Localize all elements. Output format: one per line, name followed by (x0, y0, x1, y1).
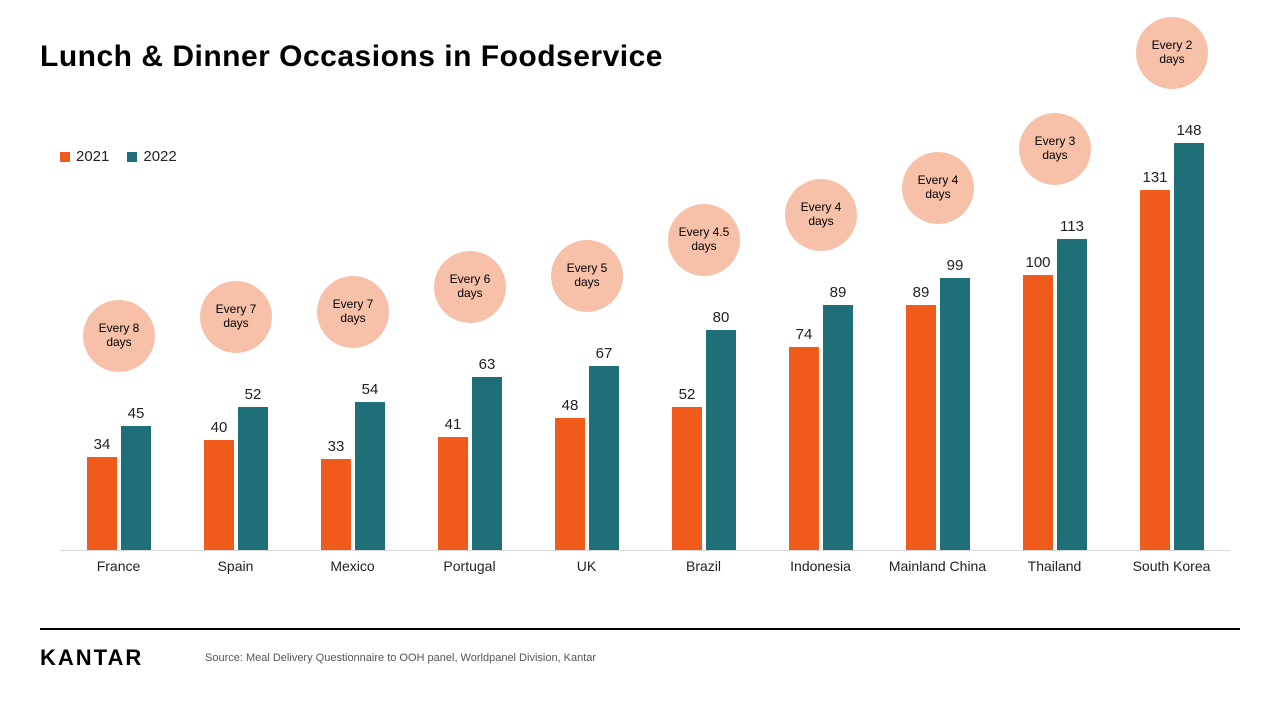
frequency-bubble-text: Every 5 days (555, 262, 620, 290)
bar-value-label: 80 (706, 309, 736, 326)
frequency-bubble-text: Every 6 days (438, 273, 503, 301)
bar-value-label: 41 (438, 416, 468, 433)
bar-group: 8999Every 4 days (879, 110, 996, 550)
bar-2021: 33 (321, 459, 351, 550)
bar-group: 5280Every 4.5 days (645, 110, 762, 550)
frequency-bubble-text: Every 4 days (906, 174, 971, 202)
frequency-bubble-text: Every 4.5 days (672, 226, 737, 254)
bar-value-label: 113 (1057, 218, 1087, 235)
bar-group: 131148Every 2 days (1113, 110, 1230, 550)
bar-value-label: 48 (555, 397, 585, 414)
bar-group: 3445Every 8 days (60, 110, 177, 550)
bar-value-label: 54 (355, 381, 385, 398)
frequency-bubble: Every 4.5 days (668, 204, 740, 276)
category-label: Spain (177, 558, 294, 574)
bar-value-label: 67 (589, 345, 619, 362)
category-label: Portugal (411, 558, 528, 574)
frequency-bubble-text: Every 3 days (1023, 135, 1088, 163)
bar-group: 4163Every 6 days (411, 110, 528, 550)
frequency-bubble: Every 4 days (902, 152, 974, 224)
bar-2021: 100 (1023, 275, 1053, 550)
bar-2021: 41 (438, 437, 468, 550)
bar-group: 4867Every 5 days (528, 110, 645, 550)
frequency-bubble-text: Every 2 days (1140, 39, 1205, 67)
bar-2021: 74 (789, 347, 819, 551)
bar-2022: 99 (940, 278, 970, 550)
frequency-bubble: Every 6 days (434, 251, 506, 323)
bar-2022: 52 (238, 407, 268, 550)
bar-value-label: 40 (204, 419, 234, 436)
bar-group: 7489Every 4 days (762, 110, 879, 550)
bar-value-label: 33 (321, 438, 351, 455)
bar-value-label: 34 (87, 436, 117, 453)
bar-2022: 45 (121, 426, 151, 550)
source-text: Source: Meal Delivery Questionnaire to O… (205, 652, 596, 664)
frequency-bubble-text: Every 4 days (789, 201, 854, 229)
frequency-bubble: Every 5 days (551, 240, 623, 312)
frequency-bubble: Every 4 days (785, 179, 857, 251)
bar-2021: 131 (1140, 190, 1170, 550)
frequency-bubble: Every 7 days (317, 276, 389, 348)
bar-value-label: 45 (121, 405, 151, 422)
bar-2022: 63 (472, 377, 502, 550)
footer-divider (40, 628, 1240, 630)
category-label: Thailand (996, 558, 1113, 574)
category-label: Mainland China (879, 558, 996, 574)
frequency-bubble: Every 2 days (1136, 17, 1208, 89)
bar-value-label: 99 (940, 257, 970, 274)
bar-2022: 67 (589, 366, 619, 550)
bar-value-label: 52 (238, 386, 268, 403)
brand-logo: KANTAR (40, 645, 143, 671)
bar-2022: 113 (1057, 239, 1087, 550)
frequency-bubble: Every 7 days (200, 281, 272, 353)
bar-value-label: 100 (1023, 254, 1053, 271)
bar-value-label: 89 (906, 284, 936, 301)
frequency-bubble-text: Every 7 days (204, 303, 269, 331)
frequency-bubble-text: Every 8 days (87, 322, 152, 350)
bar-value-label: 89 (823, 284, 853, 301)
category-label: South Korea (1113, 558, 1230, 574)
bar-2021: 34 (87, 457, 117, 551)
category-label: Indonesia (762, 558, 879, 574)
chart-title: Lunch & Dinner Occasions in Foodservice (40, 40, 663, 74)
category-label: UK (528, 558, 645, 574)
chart-plot-area: 3445Every 8 days4052Every 7 days3354Ever… (60, 110, 1230, 550)
bar-group: 4052Every 7 days (177, 110, 294, 550)
bar-2022: 89 (823, 305, 853, 550)
category-label: Mexico (294, 558, 411, 574)
bar-2021: 48 (555, 418, 585, 550)
bar-2021: 89 (906, 305, 936, 550)
bar-group: 3354Every 7 days (294, 110, 411, 550)
slide: Lunch & Dinner Occasions in Foodservice … (0, 0, 1280, 720)
bar-value-label: 63 (472, 356, 502, 373)
bar-2022: 54 (355, 402, 385, 551)
frequency-bubble: Every 3 days (1019, 113, 1091, 185)
bar-2022: 80 (706, 330, 736, 550)
frequency-bubble-text: Every 7 days (321, 298, 386, 326)
bar-value-label: 52 (672, 386, 702, 403)
frequency-bubble: Every 8 days (83, 300, 155, 372)
category-label: France (60, 558, 177, 574)
bar-value-label: 74 (789, 326, 819, 343)
bar-group: 100113Every 3 days (996, 110, 1113, 550)
bar-2022: 148 (1174, 143, 1204, 550)
bar-2021: 40 (204, 440, 234, 550)
bar-value-label: 131 (1140, 169, 1170, 186)
chart-category-axis: FranceSpainMexicoPortugalUKBrazilIndones… (60, 550, 1230, 570)
bar-2021: 52 (672, 407, 702, 550)
bar-value-label: 148 (1174, 122, 1204, 139)
category-label: Brazil (645, 558, 762, 574)
